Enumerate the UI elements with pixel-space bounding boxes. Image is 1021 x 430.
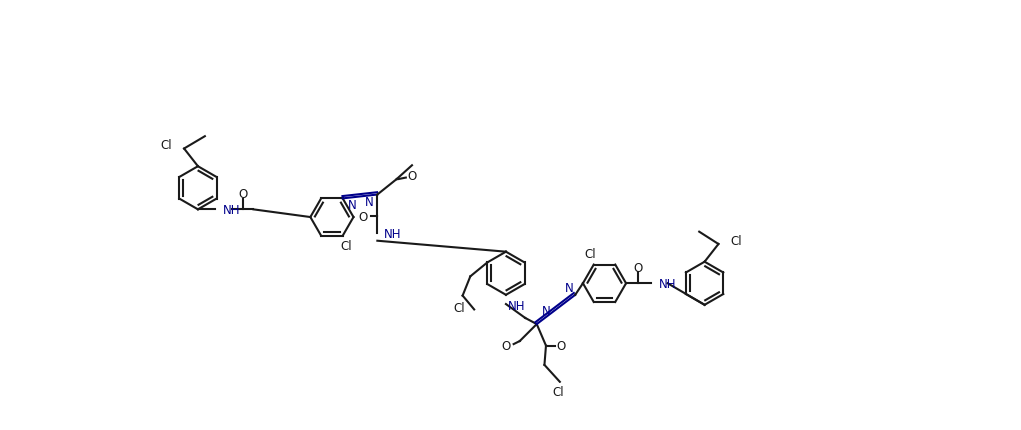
Text: O: O xyxy=(407,169,417,182)
Text: Cl: Cl xyxy=(584,248,595,261)
Text: O: O xyxy=(358,210,369,223)
Text: Cl: Cl xyxy=(552,385,565,399)
Text: NH: NH xyxy=(508,299,526,312)
Text: Cl: Cl xyxy=(160,139,172,152)
Text: N: N xyxy=(347,199,356,212)
Text: O: O xyxy=(238,187,247,200)
Text: O: O xyxy=(634,261,643,274)
Text: O: O xyxy=(556,339,566,352)
Text: NH: NH xyxy=(384,227,401,240)
Text: N: N xyxy=(565,281,574,294)
Text: O: O xyxy=(501,339,510,352)
Text: N: N xyxy=(366,196,374,209)
Text: Cl: Cl xyxy=(453,302,466,315)
Text: NH: NH xyxy=(223,203,240,216)
Text: NH: NH xyxy=(659,277,676,290)
Text: Cl: Cl xyxy=(731,234,742,247)
Text: N: N xyxy=(541,304,550,317)
Text: Cl: Cl xyxy=(341,240,352,253)
